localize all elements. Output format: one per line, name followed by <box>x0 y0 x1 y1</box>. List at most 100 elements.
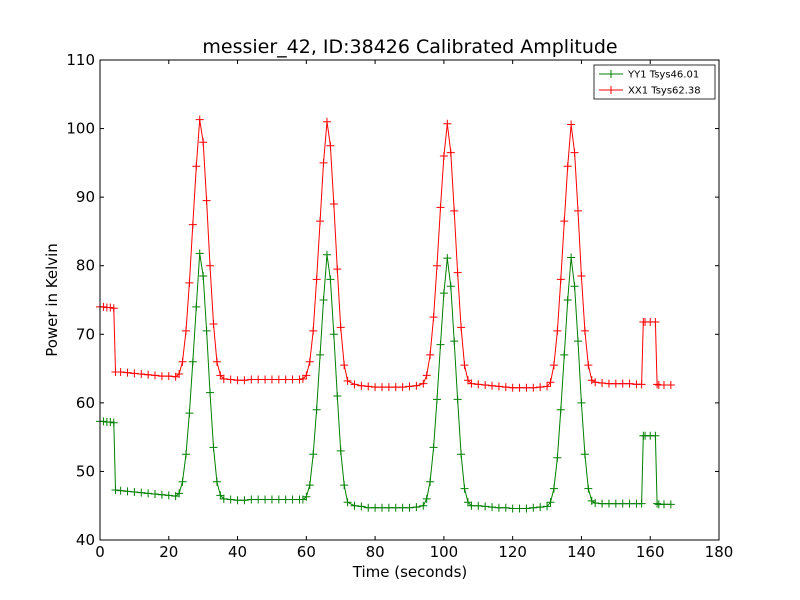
data-point <box>563 296 572 304</box>
data-point <box>659 381 668 390</box>
data-point <box>522 383 531 392</box>
data-point <box>195 115 204 124</box>
data-point <box>481 381 490 390</box>
x-tick-label: 0 <box>95 543 105 561</box>
data-point <box>584 361 593 370</box>
data-point <box>426 350 435 359</box>
data-point <box>316 217 325 226</box>
data-point <box>637 380 646 389</box>
data-point <box>429 443 438 452</box>
data-point <box>377 503 386 512</box>
data-point <box>151 490 160 499</box>
data-point <box>192 162 201 171</box>
data-point <box>460 484 469 493</box>
y-tick-label: 50 <box>76 462 95 480</box>
data-point <box>591 378 600 387</box>
legend-label-xx1: XX1 Tsys62.38 <box>628 86 701 97</box>
legend-frame <box>593 64 716 100</box>
data-point <box>515 504 524 513</box>
series-0 <box>96 249 675 513</box>
data-point <box>357 381 366 390</box>
legend: YY1 Tsys46.01 XX1 Tsys62.38 <box>593 64 716 100</box>
data-point <box>467 379 476 388</box>
data-point <box>195 249 204 258</box>
data-point <box>247 495 256 504</box>
data-point <box>460 361 469 370</box>
x-tick-label: 140 <box>567 543 596 561</box>
data-point <box>553 453 562 462</box>
data-point <box>305 481 314 490</box>
data-point <box>577 272 586 280</box>
data-point <box>501 383 510 392</box>
data-point <box>340 481 349 490</box>
data-point <box>199 138 208 147</box>
data-point <box>274 495 283 504</box>
data-point <box>371 503 380 512</box>
data-point <box>247 375 256 384</box>
data-point <box>567 120 576 129</box>
data-point <box>109 304 118 313</box>
data-point <box>439 152 448 160</box>
data-point <box>488 381 497 390</box>
data-point <box>144 489 153 498</box>
data-point <box>546 498 555 507</box>
data-point <box>371 383 380 392</box>
data-point <box>604 499 613 508</box>
data-point <box>567 253 576 262</box>
data-point <box>226 375 235 384</box>
data-point <box>439 289 448 298</box>
data-point <box>209 320 218 328</box>
plot-frame <box>99 59 720 541</box>
data-point <box>329 200 338 208</box>
x-tick-label: 120 <box>498 543 527 561</box>
data-point <box>219 494 228 503</box>
data-point <box>302 492 311 501</box>
data-point <box>587 496 596 505</box>
data-point <box>463 498 472 507</box>
data-point <box>546 378 555 387</box>
data-point <box>312 275 321 284</box>
data-point <box>577 398 586 407</box>
data-point <box>463 376 472 385</box>
x-tick-label: 20 <box>159 543 178 561</box>
data-point <box>426 477 435 486</box>
data-point <box>309 450 318 459</box>
data-point <box>412 381 421 390</box>
data-point <box>267 375 276 384</box>
data-point <box>457 450 466 459</box>
data-point <box>429 313 438 322</box>
data-point <box>412 503 421 512</box>
data-point <box>574 337 583 346</box>
data-point <box>209 443 218 452</box>
data-point <box>494 382 503 391</box>
data-point <box>391 383 400 392</box>
data-point <box>130 488 139 496</box>
data-point <box>164 372 173 381</box>
data-point <box>233 376 242 385</box>
data-point <box>501 503 510 512</box>
data-point <box>254 375 263 384</box>
data-point <box>99 302 108 311</box>
data-point <box>384 503 393 512</box>
y-tick-label: 100 <box>66 120 95 138</box>
data-point <box>226 495 235 504</box>
data-point <box>99 417 108 426</box>
data-point <box>422 371 431 380</box>
data-point <box>350 380 359 389</box>
data-point <box>254 495 263 504</box>
data-point <box>422 494 431 503</box>
data-point <box>157 372 166 381</box>
data-point <box>185 278 194 287</box>
y-tick-label: 60 <box>76 394 95 412</box>
data-point <box>611 379 620 388</box>
data-point <box>181 450 190 459</box>
data-point <box>206 388 215 397</box>
data-point <box>302 371 311 380</box>
data-point <box>212 357 221 366</box>
data-point <box>598 499 607 508</box>
data-point <box>529 503 538 512</box>
data-point <box>560 350 569 359</box>
data-point <box>536 503 545 512</box>
data-point <box>433 261 442 270</box>
